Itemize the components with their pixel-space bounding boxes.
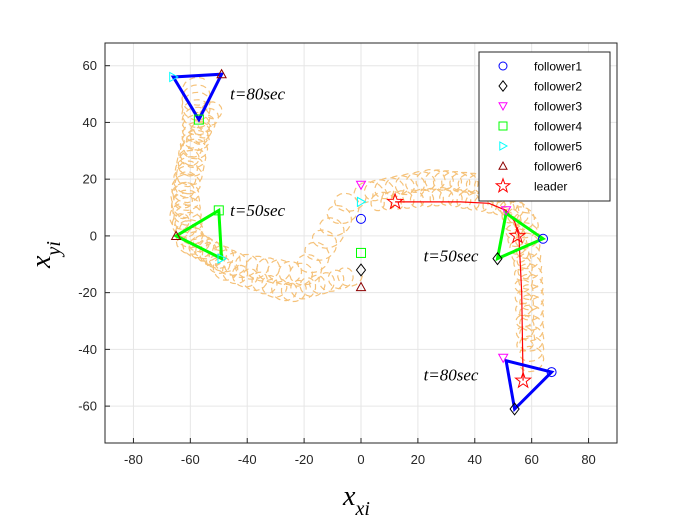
legend-follower3-label: follower3 <box>534 100 582 114</box>
x-tick-label: -80 <box>124 452 143 467</box>
x-tick-label: 0 <box>357 452 364 467</box>
y-tick-label: 20 <box>83 172 97 187</box>
follower6-marker <box>170 230 182 240</box>
y-axis-label-base: x <box>26 255 57 269</box>
y-tick-label: -60 <box>78 399 97 414</box>
follower4-marker <box>356 247 366 258</box>
follower1-marker <box>356 213 366 224</box>
time-annotation: t=50sec <box>424 246 479 265</box>
legend-box <box>478 51 611 202</box>
follower1-marker <box>546 367 557 378</box>
leader-marker <box>386 192 405 210</box>
x-tick-label: -40 <box>238 452 257 467</box>
dashed-trajectories <box>169 76 545 373</box>
follower3-marker <box>355 180 367 191</box>
dashed-track-left-2 <box>169 101 364 303</box>
formation-triangle <box>504 358 555 413</box>
axis-labels: xxi xyi <box>26 241 370 520</box>
formation-triangle <box>495 210 547 262</box>
x-tick-label: 80 <box>581 452 595 467</box>
legend-follower2-marker <box>498 79 508 93</box>
formation-triangle <box>172 207 224 262</box>
y-axis-label: xyi <box>26 241 65 269</box>
legend: follower1 follower2 follower3 follower4 foll… <box>478 51 611 202</box>
x-axis-label: xxi <box>342 481 370 520</box>
follower2-marker <box>355 263 367 277</box>
dashed-track-right-2 <box>370 187 536 352</box>
y-tick-label: 40 <box>83 115 97 130</box>
legend-follower6-label: follower6 <box>534 160 582 174</box>
time-annotation: t=50sec <box>230 201 285 220</box>
y-tick-label: -20 <box>78 285 97 300</box>
axes-box <box>104 42 618 444</box>
follower3-marker <box>500 206 512 216</box>
follower6-marker <box>216 68 227 79</box>
follower1-marker <box>538 233 549 244</box>
y-tick-label: 60 <box>83 58 97 73</box>
formation-triangles <box>170 72 555 413</box>
dashed-track-left <box>170 76 368 287</box>
legend-follower6-marker <box>498 160 508 170</box>
legend-follower1-label: follower1 <box>534 60 582 74</box>
follower4-marker <box>213 205 224 216</box>
legend-leader-label: leader <box>534 180 567 194</box>
y-axis-label-sub: yi <box>43 241 65 257</box>
follower5-marker <box>169 71 179 83</box>
leader-marker <box>508 226 527 244</box>
time-annotation: t=80sec <box>230 85 285 104</box>
legend-leader-marker <box>494 177 512 194</box>
x-tick-label: 60 <box>524 452 538 467</box>
follower5-marker <box>356 196 367 208</box>
dashed-track-right <box>353 168 545 373</box>
legend-follower5-label: follower5 <box>534 140 582 154</box>
follower2-marker <box>492 251 503 266</box>
x-tick-label: 20 <box>411 452 425 467</box>
legend-follower1-marker <box>498 61 508 71</box>
y-tick-label: -40 <box>78 342 97 357</box>
follower6-marker <box>355 281 367 292</box>
time-annotation: t=80sec <box>424 366 479 385</box>
legend-follower4-label: follower4 <box>534 120 582 134</box>
x-axis-label-sub: xi <box>354 498 369 520</box>
tick-labels: -80 -60 -40 -20 0 20 40 60 80 -60 -40 -20 0 20 40 60 <box>78 58 596 467</box>
leader-marker <box>514 371 533 389</box>
x-tick-label: -20 <box>295 452 314 467</box>
time-annotations: t=80sec t=50sec t=50sec t=80sec <box>230 85 479 385</box>
agent-markers <box>169 68 557 416</box>
follower2-marker <box>509 402 520 416</box>
legend-follower5-marker <box>499 141 509 151</box>
formation-triangle <box>170 72 225 123</box>
x-tick-label: -60 <box>181 452 200 467</box>
follower4-marker <box>193 114 204 125</box>
legend-follower3-marker <box>498 102 508 112</box>
y-tick-label: 0 <box>90 228 97 243</box>
x-tick-label: 40 <box>468 452 482 467</box>
legend-follower2-label: follower2 <box>534 80 582 94</box>
x-axis-label-base: x <box>342 481 356 512</box>
follower5-marker <box>217 253 228 264</box>
follower3-marker <box>497 353 509 364</box>
legend-follower4-marker <box>498 121 508 131</box>
